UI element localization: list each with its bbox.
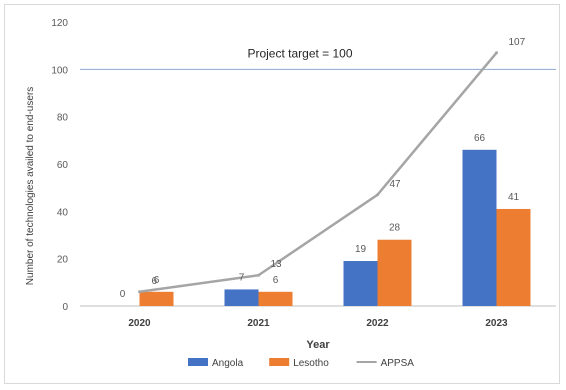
data-label-appsa: 107 — [509, 37, 526, 48]
data-label-lesotho: 28 — [389, 223, 401, 234]
x-tick-label: 2020 — [128, 318, 151, 329]
y-tick-label: 0 — [62, 302, 68, 313]
bar-angola-2021 — [224, 289, 259, 306]
data-label-angola: 66 — [474, 133, 486, 144]
legend-label: Lesotho — [293, 358, 329, 369]
bar-lesotho-2021 — [258, 291, 293, 306]
y-tick-label: 120 — [51, 18, 68, 29]
data-label-angola: 7 — [239, 272, 245, 283]
y-tick-label: 20 — [57, 255, 69, 266]
data-label-appsa: 6 — [152, 276, 158, 287]
bars-group — [139, 149, 531, 306]
point-appsa-2021 — [257, 273, 260, 277]
bar-lesotho-2023 — [496, 208, 531, 306]
x-axis-title: Year — [306, 339, 330, 351]
bar-angola-2023 — [462, 149, 497, 306]
legend-item-lesotho: Lesotho — [269, 358, 329, 369]
legend: Angola Lesotho APPSA — [188, 358, 414, 369]
point-appsa-2020 — [138, 290, 141, 294]
legend-swatch — [269, 358, 290, 366]
bar-lesotho-2022 — [377, 239, 412, 306]
target-line-label: Project target = 100 — [247, 46, 352, 60]
data-label-lesotho: 6 — [154, 275, 160, 286]
point-appsa-2023 — [495, 51, 498, 55]
target-line-group: Project target = 100 — [80, 46, 556, 70]
data-label-appsa: 47 — [390, 179, 402, 190]
legend-label: Angola — [212, 358, 244, 369]
legend-label: APPSA — [381, 358, 415, 369]
y-tick-label: 100 — [51, 65, 68, 76]
data-label-angola: 0 — [120, 289, 126, 300]
legend-item-appsa: APPSA — [356, 358, 415, 369]
data-label-lesotho: 41 — [508, 192, 520, 203]
y-tick-label: 40 — [57, 207, 69, 218]
x-tick-label: 2023 — [485, 318, 508, 329]
data-label-lesotho: 6 — [273, 275, 279, 286]
y-tick-label: 60 — [57, 160, 69, 171]
bar-angola-2022 — [343, 261, 378, 306]
bar-lesotho-2020 — [139, 291, 174, 306]
point-appsa-2022 — [376, 193, 379, 197]
legend-swatch — [188, 358, 208, 366]
legend-item-angola: Angola — [188, 358, 244, 369]
data-label-appsa: 13 — [271, 259, 283, 270]
y-axis-title: Number of technologies availed to end-us… — [25, 87, 36, 285]
data-label-angola: 19 — [355, 244, 367, 255]
y-tick-label: 80 — [57, 113, 69, 124]
x-tick-label: 2021 — [247, 318, 270, 329]
series-line-appsa — [139, 51, 498, 294]
x-tick-label: 2022 — [366, 318, 389, 329]
appsa-line-group — [138, 51, 498, 294]
